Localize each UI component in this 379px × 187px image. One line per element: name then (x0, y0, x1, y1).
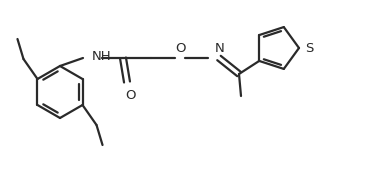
Text: S: S (305, 42, 313, 54)
Text: O: O (175, 42, 185, 55)
Text: N: N (215, 42, 225, 55)
Text: NH: NH (92, 50, 112, 62)
Text: O: O (125, 89, 135, 102)
